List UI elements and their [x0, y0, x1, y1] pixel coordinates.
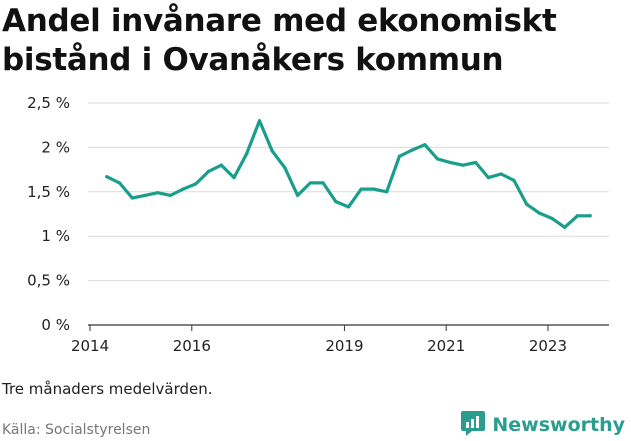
data-point [181, 187, 185, 191]
data-point [130, 196, 134, 200]
data-point [397, 154, 401, 158]
data-point [283, 166, 287, 170]
x-tick-label: 2014 [71, 337, 109, 355]
series-line [105, 119, 592, 229]
brand-name: Newsworthy [492, 414, 625, 436]
x-axis: 2014 2016 2019 2021 2023 [71, 325, 567, 355]
y-tick-label: 1 % [41, 227, 70, 245]
data-point [219, 163, 223, 167]
data-point [563, 225, 567, 229]
data-point [346, 205, 351, 209]
data-point [105, 175, 109, 179]
data-point [270, 149, 274, 153]
data-point [359, 187, 363, 191]
line-chart: 0 % 0,5 % 1 % 1,5 % 2 % 2,5 % 2014 2016 2019 202… [27, 94, 609, 355]
data-point [410, 148, 414, 152]
chart-note: Tre månaders medelvärden. [2, 380, 213, 398]
y-tick-label: 2 % [41, 138, 70, 156]
series-group [105, 119, 592, 229]
data-point [372, 187, 376, 191]
newsworthy-brand: Newsworthy [460, 409, 625, 441]
data-point [435, 157, 440, 161]
source-credit: Källa: Socialstyrelsen [2, 422, 151, 438]
y-tick-label: 2,5 % [27, 94, 70, 112]
data-point [499, 172, 503, 176]
data-point [206, 169, 211, 173]
data-point [461, 163, 465, 167]
x-tick-label: 2021 [427, 337, 465, 355]
data-point [117, 181, 122, 185]
y-axis-tick-labels: 0 % 0,5 % 1 % 1,5 % 2 % 2,5 % [27, 94, 70, 334]
data-point [385, 190, 389, 194]
data-point [550, 216, 554, 221]
data-point [512, 178, 516, 182]
data-point [448, 160, 452, 165]
y-tick-label: 0,5 % [27, 272, 70, 290]
data-point [334, 199, 338, 204]
data-point [537, 211, 541, 215]
data-point [474, 160, 478, 165]
newsworthy-logo-icon [460, 409, 486, 441]
data-point [245, 152, 249, 156]
data-point [423, 143, 427, 147]
data-point [575, 214, 580, 218]
data-point [257, 119, 262, 123]
data-point [156, 191, 160, 195]
data-point [308, 181, 312, 185]
grid-lines [88, 102, 609, 326]
data-point [194, 182, 198, 186]
data-point [168, 193, 173, 197]
chart-title: Andel invånare med ekonomiskt bistånd i … [2, 3, 557, 78]
x-tick-label: 2023 [529, 337, 567, 355]
y-tick-label: 1,5 % [27, 183, 70, 201]
y-tick-label: 0 % [41, 316, 70, 334]
data-point [486, 175, 491, 180]
data-point [143, 193, 147, 197]
data-point [296, 193, 300, 197]
data-point [524, 202, 529, 206]
data-point [321, 181, 325, 185]
x-tick-label: 2019 [325, 337, 363, 355]
data-point [232, 175, 236, 180]
data-point [588, 214, 592, 218]
x-tick-label: 2016 [173, 337, 211, 355]
